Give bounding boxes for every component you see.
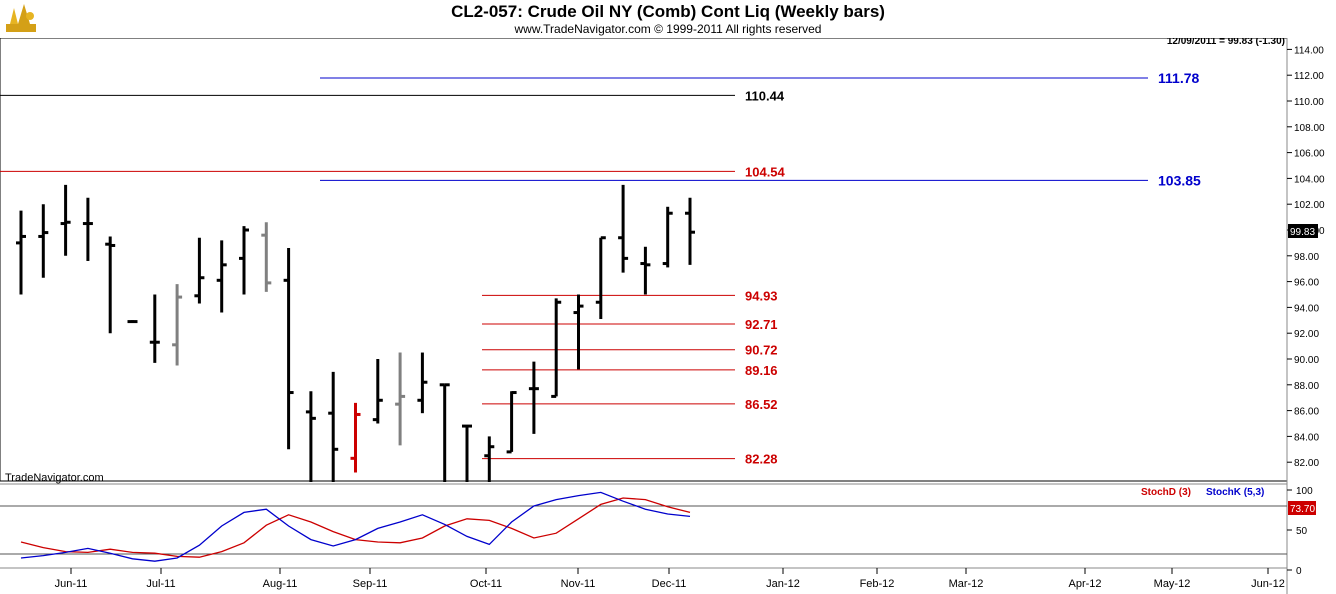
x-tick-label: Nov-11 (561, 578, 596, 590)
level-label: 110.44 (745, 88, 785, 103)
x-tick-label: Jul-11 (146, 578, 175, 590)
stochk-line (20, 491, 691, 562)
ohlc-bar (573, 294, 584, 370)
y-tick-label: 110.00 (1294, 97, 1324, 108)
ohlc-bar (350, 402, 361, 473)
ohlc-bar (685, 197, 695, 265)
ohlc-bar (595, 236, 606, 320)
level-label: 90.72 (745, 343, 778, 358)
legend-stochd: StochD (3) (1141, 487, 1191, 498)
y-tick-label: 90.00 (1294, 355, 1319, 366)
y-tick-label: 94.00 (1294, 303, 1319, 314)
y-tick-label: 104.00 (1294, 174, 1325, 185)
ohlc-bar (618, 184, 629, 273)
stoch-last-label: 73.70 (1288, 501, 1316, 515)
stoch-y-axis: 0 50 100 (1287, 486, 1313, 577)
watermark-label: TradeNavigator.com (5, 472, 104, 484)
x-tick-label: Jun-12 (1251, 578, 1285, 590)
stoch-reference-lines (0, 505, 1287, 555)
ohlc-bar (216, 240, 227, 313)
level-label: 92.71 (745, 317, 778, 332)
ohlc-bar (283, 248, 294, 450)
ohlc-bar (16, 210, 26, 295)
stoch-lines (20, 491, 691, 562)
y-tick-label: 106.00 (1294, 149, 1325, 160)
ohlc-bar (149, 294, 160, 363)
x-tick-label: Sep-11 (353, 578, 388, 590)
y-tick-label: 88.00 (1294, 381, 1319, 392)
chart-header: CL2-057: Crude Oil NY (Comb) Cont Liq (W… (0, 0, 1336, 38)
ohlc-bar (439, 383, 450, 482)
ohlc-bar (105, 236, 116, 334)
time-x-axis: Jun-11 Jul-11 Aug-11 Sep-11 Oct-11 Nov-11 Dec-… (55, 568, 1285, 590)
price-panel-frame (0, 38, 1288, 482)
svg-text:73.70: 73.70 (1290, 504, 1315, 515)
x-tick-label: Feb-12 (860, 578, 895, 590)
chart-title: CL2-057: Crude Oil NY (Comb) Cont Liq (W… (451, 2, 885, 21)
ohlc-bar (462, 424, 472, 482)
x-tick-label: Oct-11 (470, 578, 502, 590)
stoch-tick-label: 0 (1296, 566, 1302, 577)
level-label: 89.16 (745, 363, 778, 378)
level-label: 111.78 (1158, 70, 1199, 86)
y-tick-label: 84.00 (1294, 432, 1319, 443)
y-tick-label: 82.00 (1294, 458, 1319, 469)
ohlc-bar (60, 184, 71, 256)
ohlc-bar (261, 222, 272, 292)
stoch-tick-label: 50 (1296, 526, 1308, 537)
y-tick-label: 92.00 (1294, 329, 1319, 340)
ohlc-bar (82, 197, 93, 261)
ohlc-bar (528, 361, 539, 434)
level-label: 94.93 (745, 288, 778, 303)
level-label: 103.85 (1158, 172, 1201, 188)
x-tick-label: Apr-12 (1068, 578, 1101, 590)
level-label: 104.54 (745, 164, 786, 179)
y-tick-label: 102.00 (1294, 200, 1325, 211)
price-chart: 12/09/2011 = 99.83 (-1.30) TradeNavigato… (0, 38, 1325, 594)
ohlc-bar (127, 320, 138, 324)
ohlc-bar (662, 206, 673, 268)
ohlc-bar (172, 284, 183, 366)
tradenavigator-logo-icon (6, 4, 36, 32)
y-tick-label: 96.00 (1294, 278, 1319, 289)
ohlc-bar (551, 298, 562, 398)
chart-copyright: www.TradeNavigator.com © 1999-2011 All r… (514, 22, 822, 36)
ohlc-bar (239, 226, 249, 295)
stoch-tick-label: 100 (1296, 486, 1313, 497)
x-tick-label: Aug-11 (263, 578, 298, 590)
svg-text:99.83: 99.83 (1290, 227, 1315, 238)
ohlc-bar (484, 436, 495, 482)
x-tick-label: Jun-11 (55, 578, 88, 590)
x-tick-label: Jan-12 (766, 578, 800, 590)
level-label: 82.28 (745, 452, 778, 467)
ohlc-bars (16, 184, 695, 482)
last-price-info: 12/09/2011 = 99.83 (-1.30) (1167, 38, 1285, 47)
stochd-line (20, 497, 691, 558)
last-price-label: 99.83 (1288, 224, 1318, 238)
ohlc-bar (194, 237, 205, 304)
y-tick-label: 98.00 (1294, 252, 1319, 263)
ohlc-bar (395, 352, 406, 446)
y-tick-label: 114.00 (1294, 45, 1324, 56)
x-tick-label: Mar-12 (949, 578, 984, 590)
y-tick-label: 86.00 (1294, 407, 1319, 418)
y-tick-label: 112.00 (1294, 71, 1324, 82)
ohlc-bar (305, 391, 316, 482)
ohlc-bar (417, 352, 428, 414)
ohlc-bar (328, 371, 339, 482)
ohlc-bar (640, 246, 651, 295)
ohlc-bar (506, 391, 517, 454)
level-label: 86.52 (745, 397, 778, 412)
price-y-axis: 82.00 84.00 86.00 88.00 90.00 92.00 94.00 96.00… (1287, 45, 1325, 469)
x-tick-label: May-12 (1154, 578, 1191, 590)
level-lines: 111.78 110.44 104.54 103.85 94.93 92.71 90.72 8… (0, 70, 1201, 467)
ohlc-bar (38, 204, 49, 278)
y-tick-label: 108.00 (1294, 123, 1325, 134)
legend-stochk: StochK (5,3) (1206, 487, 1264, 498)
x-tick-label: Dec-11 (652, 578, 687, 590)
ohlc-bar (372, 359, 383, 424)
